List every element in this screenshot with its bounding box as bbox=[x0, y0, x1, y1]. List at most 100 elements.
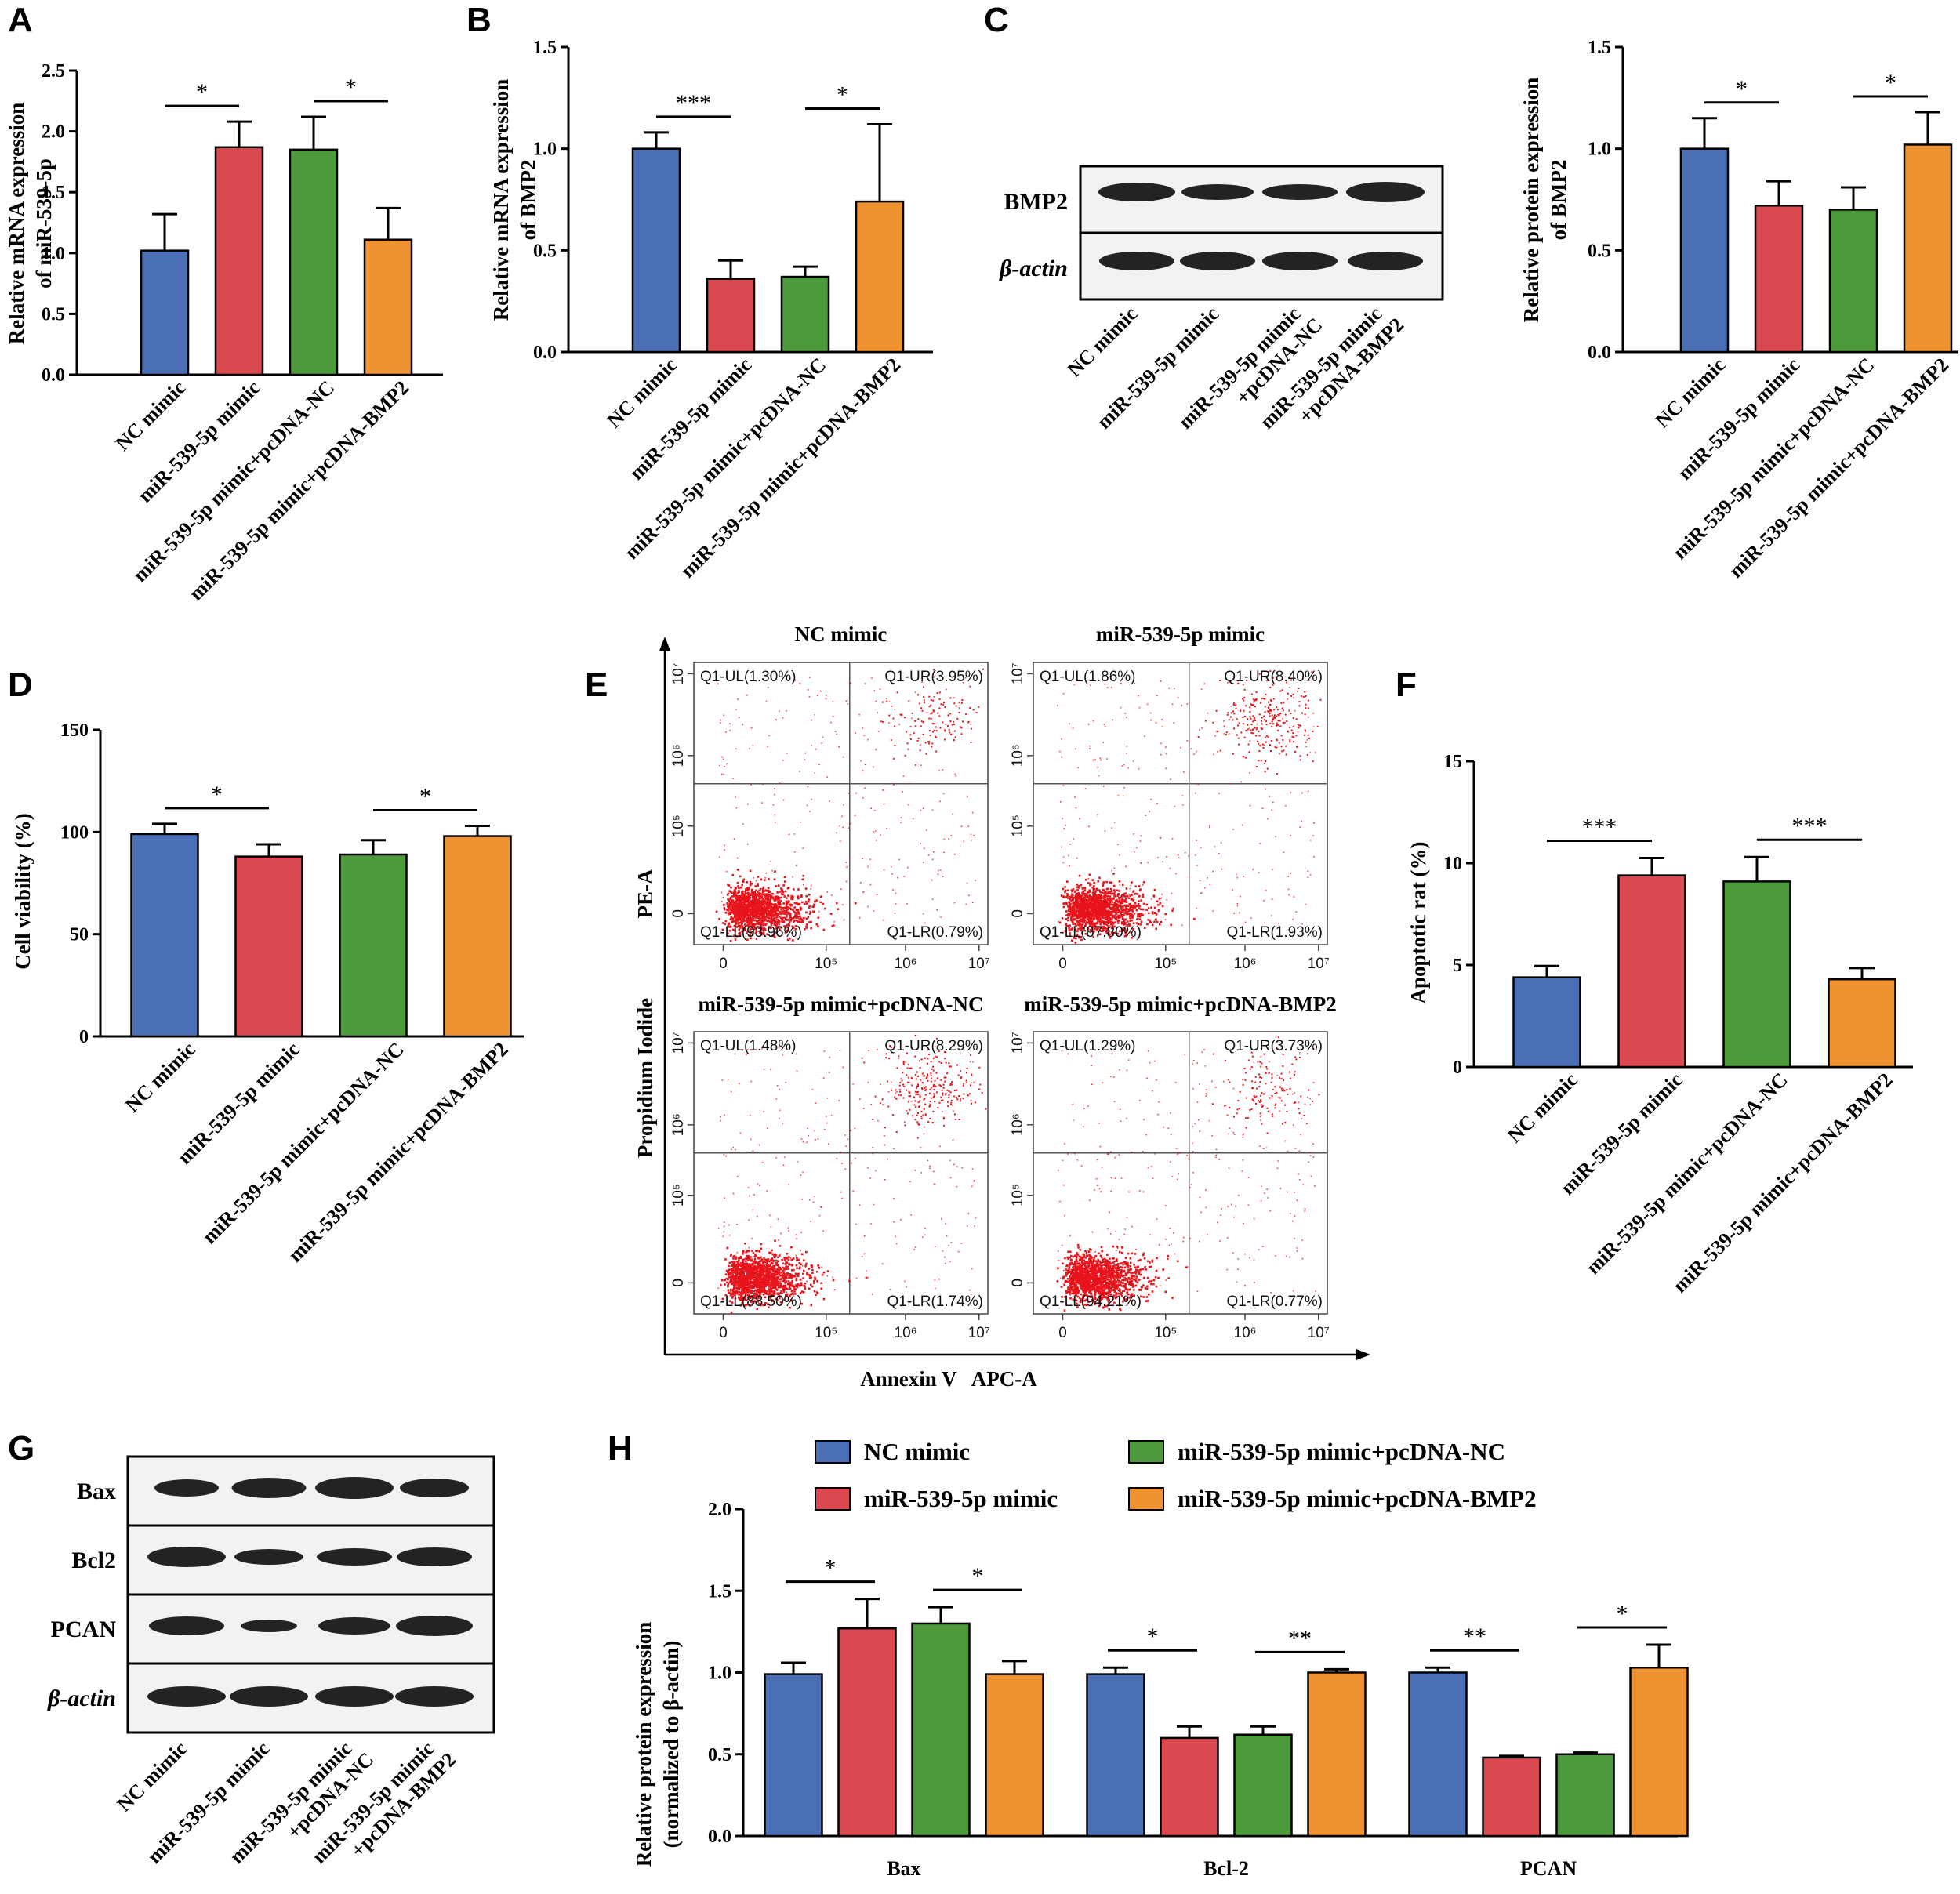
flow-dot bbox=[1111, 924, 1114, 927]
flow-dot bbox=[891, 873, 893, 875]
flow-dot bbox=[810, 888, 811, 890]
flow-dot bbox=[1303, 734, 1305, 736]
flow-dot bbox=[786, 926, 789, 929]
flow-dot bbox=[750, 1256, 752, 1258]
flow-dot bbox=[1076, 933, 1079, 936]
flow-dot bbox=[800, 1263, 802, 1266]
flow-dot bbox=[1091, 886, 1094, 889]
flow-dot bbox=[804, 900, 808, 903]
flow-dot bbox=[1229, 783, 1231, 785]
flow-dot bbox=[862, 891, 864, 894]
flow-dot bbox=[1099, 918, 1102, 921]
flow-dot bbox=[1092, 885, 1095, 887]
flow-dot bbox=[1083, 911, 1085, 914]
flow-dot bbox=[1079, 898, 1081, 900]
flow-dot bbox=[1085, 900, 1087, 903]
flow-dot bbox=[1174, 805, 1176, 807]
flow-dot bbox=[1147, 862, 1149, 864]
flow-dot bbox=[1264, 711, 1266, 713]
flow-dot bbox=[742, 902, 745, 904]
flow-dot bbox=[1304, 730, 1306, 732]
flow-dot bbox=[777, 896, 780, 899]
flow-dot bbox=[1254, 699, 1256, 702]
flow-dot bbox=[952, 813, 954, 815]
flow-dot bbox=[800, 895, 803, 898]
flow-dot bbox=[757, 1279, 760, 1282]
flow-dot bbox=[1292, 732, 1294, 735]
flow-dot bbox=[732, 893, 735, 896]
flow-dot bbox=[1142, 884, 1144, 886]
flow-dot bbox=[796, 912, 798, 914]
flow-dot bbox=[956, 717, 959, 720]
flow-dot bbox=[1079, 900, 1082, 902]
flow-dot bbox=[1258, 760, 1260, 762]
flow-dot bbox=[1287, 692, 1289, 695]
blot-g-label-bax: Bax bbox=[77, 1479, 116, 1504]
flow-dot bbox=[770, 860, 771, 862]
blot-band bbox=[395, 1686, 474, 1707]
blot-band bbox=[1262, 252, 1338, 270]
flow-dot bbox=[1228, 733, 1230, 735]
flow-dot bbox=[773, 916, 776, 919]
flow-dot bbox=[789, 914, 792, 916]
flow-dot bbox=[786, 919, 789, 921]
ytick-label-b: 0.5 bbox=[533, 241, 557, 261]
bar-h bbox=[1555, 1753, 1615, 1838]
flow-dot bbox=[1086, 900, 1089, 903]
flow-dot bbox=[1105, 900, 1109, 902]
flow-dot bbox=[791, 925, 794, 928]
flow-dot bbox=[942, 793, 945, 795]
flow-dot bbox=[1092, 759, 1094, 761]
flow-dot bbox=[1091, 920, 1094, 923]
flow-dot bbox=[960, 702, 963, 704]
flow-dot bbox=[1256, 727, 1258, 729]
flow-dot bbox=[1065, 824, 1066, 826]
flow-dot bbox=[762, 886, 765, 889]
flow-dot bbox=[1086, 913, 1088, 916]
flow-dot bbox=[1156, 900, 1159, 903]
flow-dot bbox=[735, 911, 738, 914]
flow-dot bbox=[728, 890, 731, 892]
flow-dot bbox=[897, 876, 898, 879]
flow-dot bbox=[1289, 726, 1291, 728]
flow-dot bbox=[765, 1293, 768, 1295]
flow-dot bbox=[767, 904, 769, 907]
flow-dot bbox=[1134, 893, 1137, 895]
flow-dot bbox=[779, 900, 782, 902]
flow-dot bbox=[1083, 892, 1086, 895]
flow-dot bbox=[762, 1270, 765, 1272]
flow-dot bbox=[1216, 731, 1218, 733]
flow-dot bbox=[932, 676, 935, 678]
flow-dot bbox=[776, 1292, 779, 1295]
flow-dot bbox=[724, 1273, 728, 1275]
flow-dot bbox=[764, 1274, 766, 1276]
flow-dot bbox=[1309, 752, 1312, 753]
ytick-label-f: 0 bbox=[1453, 1058, 1462, 1078]
flow-dot bbox=[1098, 907, 1101, 910]
flow-dot bbox=[779, 910, 781, 913]
quadrant-lr: Q1-LR(1.93%) bbox=[1227, 924, 1323, 941]
flow-dot bbox=[718, 918, 720, 920]
flow-dot bbox=[938, 715, 941, 717]
flow-dot bbox=[765, 894, 768, 897]
flow-dot bbox=[1111, 687, 1112, 688]
flow-dot bbox=[745, 907, 747, 909]
flow-dot bbox=[1131, 904, 1134, 907]
ylabel-a-line1: Relative mRNA expression bbox=[5, 103, 28, 344]
flow-dot bbox=[833, 924, 835, 927]
flow-dot bbox=[1269, 703, 1272, 706]
flow-dot bbox=[735, 915, 737, 917]
flow-dot bbox=[777, 907, 780, 910]
flow-dot bbox=[735, 898, 738, 901]
flow-dot bbox=[755, 920, 758, 923]
flow-dot bbox=[1267, 818, 1269, 820]
flow-dot bbox=[769, 894, 771, 898]
flow-dot bbox=[787, 908, 789, 911]
flow-dot bbox=[1082, 917, 1085, 920]
flow-dot bbox=[1258, 745, 1261, 747]
flow-dot bbox=[846, 866, 848, 868]
flow-dot bbox=[971, 839, 972, 841]
flow-dot bbox=[797, 911, 800, 914]
flow-dot bbox=[1119, 884, 1121, 886]
flow-dot bbox=[1313, 822, 1315, 824]
